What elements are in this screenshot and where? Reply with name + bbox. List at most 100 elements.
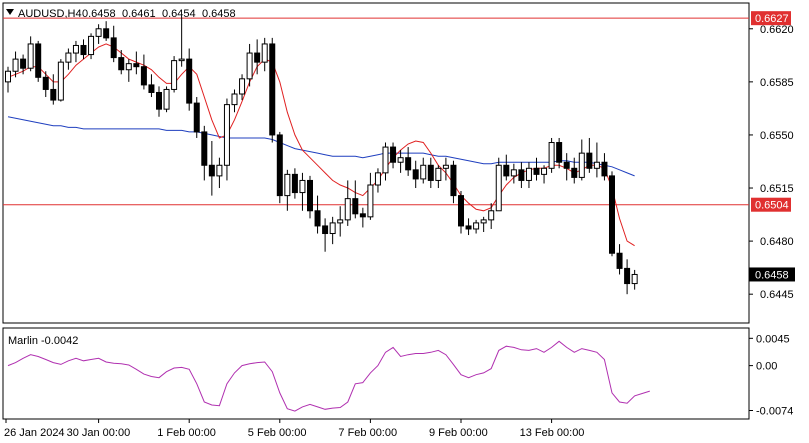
indicator-tick-label: 0.0045 bbox=[756, 333, 790, 345]
candle-body-down bbox=[110, 37, 117, 59]
time-tick-label: 13 Feb 00:00 bbox=[520, 427, 585, 439]
candle-body-up bbox=[178, 58, 185, 62]
low-value: 0.6454 bbox=[162, 8, 196, 20]
candle-body-down bbox=[208, 164, 215, 177]
candle-body-up bbox=[631, 273, 638, 285]
candle bbox=[103, 21, 110, 41]
high-value: 0.6461 bbox=[122, 8, 156, 20]
time-tick-label: 9 Feb 00:00 bbox=[429, 427, 488, 439]
candle-body-up bbox=[261, 43, 268, 63]
candle bbox=[156, 86, 162, 117]
candle bbox=[593, 142, 600, 178]
candle-body-down bbox=[533, 167, 540, 175]
candle bbox=[344, 180, 351, 226]
candle bbox=[442, 157, 449, 181]
candle bbox=[329, 216, 336, 245]
candle bbox=[88, 33, 95, 60]
indicator-tick-label: -0.0074 bbox=[756, 406, 793, 418]
candle-body-up bbox=[495, 164, 502, 212]
time-tick-label: 5 Feb 00:00 bbox=[248, 427, 307, 439]
candle-body-down bbox=[20, 58, 27, 69]
indicator-title: Marlin -0.0042 bbox=[8, 335, 78, 347]
current-price-label: 0.6458 bbox=[755, 269, 789, 281]
candle-body-up bbox=[548, 142, 555, 169]
candle-body-down bbox=[118, 57, 125, 71]
candle bbox=[420, 157, 427, 184]
candle-body-down bbox=[352, 198, 359, 215]
candle bbox=[12, 51, 19, 78]
candle-body-down bbox=[276, 134, 283, 197]
price-panel-frame bbox=[2, 2, 750, 324]
open-value: 0.6458 bbox=[82, 8, 116, 20]
collapse-arrow-icon[interactable] bbox=[6, 9, 14, 15]
candle bbox=[110, 25, 117, 63]
symbol-label: AUDUSD,H4 bbox=[18, 8, 82, 20]
candle bbox=[133, 51, 140, 75]
candle-body-up bbox=[510, 169, 517, 177]
candle-body-up bbox=[125, 63, 132, 71]
candle-body-down bbox=[148, 84, 155, 93]
candle-body-up bbox=[284, 173, 291, 197]
candle-body-up bbox=[488, 210, 495, 221]
candle-body-down bbox=[458, 195, 464, 227]
candle bbox=[367, 172, 374, 220]
candle bbox=[193, 97, 200, 138]
candle-body-up bbox=[337, 219, 344, 224]
candle bbox=[246, 43, 253, 87]
candle bbox=[276, 131, 283, 204]
candle-body-up bbox=[231, 93, 238, 106]
candle-body-up bbox=[329, 222, 336, 235]
level-tag-1 bbox=[751, 197, 791, 212]
candle-body-up bbox=[223, 104, 230, 166]
candle bbox=[216, 157, 223, 189]
candle bbox=[178, 16, 185, 67]
time-tick-label: 26 Jan 2024 bbox=[4, 427, 65, 439]
candle-body-up bbox=[12, 58, 19, 72]
price-tick-label: 0.6550 bbox=[760, 130, 794, 142]
candle-body-up bbox=[65, 52, 72, 63]
price-axis: 0.6620 0.6585 0.6550 0.6515 0.6480 0.6445 0.64… bbox=[749, 24, 795, 301]
candle bbox=[163, 86, 170, 113]
candle-body-down bbox=[503, 164, 510, 177]
candle bbox=[42, 71, 49, 98]
ma-slow-line bbox=[7, 116, 635, 177]
candle-body-up bbox=[525, 167, 532, 181]
time-tick-label: 1 Feb 00:00 bbox=[157, 427, 216, 439]
indicator-axis: 0.0045 0.00 -0.0074 bbox=[749, 333, 793, 418]
candle-body-down bbox=[103, 28, 110, 39]
candle-body-up bbox=[374, 172, 381, 186]
candle bbox=[359, 207, 366, 228]
candle-body-down bbox=[405, 157, 412, 171]
candle bbox=[80, 39, 87, 60]
candle-body-down bbox=[80, 44, 87, 56]
candle-body-down bbox=[518, 169, 525, 181]
candle bbox=[609, 171, 615, 257]
candle bbox=[473, 219, 480, 234]
candle bbox=[140, 54, 147, 90]
candle-body-down bbox=[322, 225, 329, 235]
candle-body-down bbox=[616, 252, 623, 269]
candle bbox=[405, 147, 412, 176]
candle bbox=[518, 162, 525, 189]
candle-body-down bbox=[609, 175, 615, 254]
candle-body-down bbox=[390, 146, 397, 163]
candle-body-up bbox=[344, 198, 351, 221]
candle bbox=[503, 154, 510, 181]
candle-body-down bbox=[50, 88, 57, 101]
candle bbox=[72, 40, 79, 63]
candle bbox=[412, 160, 419, 189]
candle bbox=[480, 216, 487, 233]
candle bbox=[427, 157, 434, 189]
candle bbox=[208, 141, 215, 196]
candle-body-down bbox=[269, 43, 276, 136]
candle-body-down bbox=[307, 179, 313, 212]
candle bbox=[307, 175, 313, 219]
candle bbox=[578, 139, 585, 181]
candle-body-up bbox=[299, 179, 306, 194]
candle bbox=[586, 137, 593, 173]
candle-body-up bbox=[27, 43, 34, 69]
candle-body-up bbox=[95, 28, 102, 37]
level-tag-0 bbox=[751, 11, 791, 26]
